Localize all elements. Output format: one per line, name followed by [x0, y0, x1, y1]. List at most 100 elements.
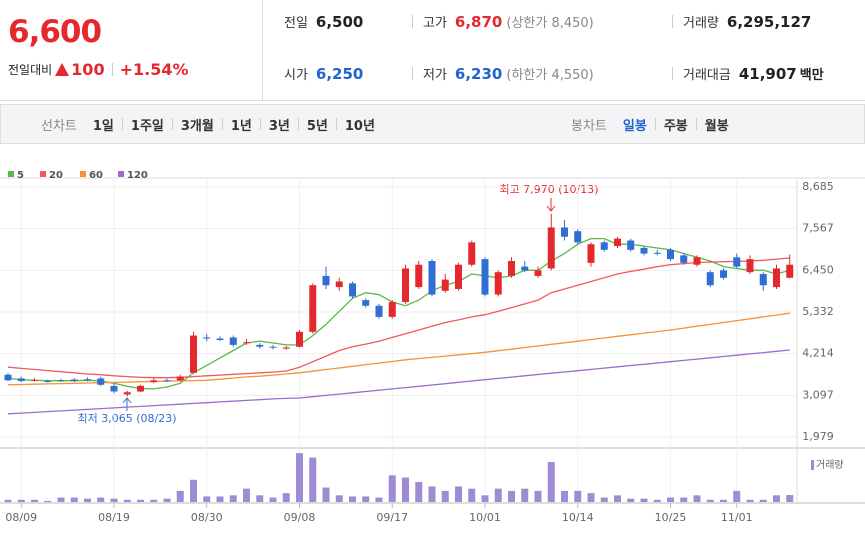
tab[interactable]: 10년: [344, 118, 375, 134]
volume-bar: [31, 499, 38, 502]
volume-bar: [680, 497, 688, 502]
x-tick-label: 09/08: [284, 511, 316, 524]
summary-label: 고가: [423, 16, 447, 31]
volume-bar: [773, 495, 780, 502]
candle-body: [309, 285, 317, 332]
candle-body: [746, 259, 754, 273]
volume-bar: [97, 497, 105, 502]
candle-body: [349, 283, 356, 297]
candle-body: [402, 268, 409, 303]
tab[interactable]: 1년: [230, 118, 252, 134]
candle-body: [296, 331, 303, 347]
up-icon: [55, 63, 70, 76]
tab[interactable]: 월봉: [704, 118, 729, 134]
candle-body: [123, 392, 131, 395]
candle-body: [17, 378, 25, 382]
tab[interactable]: 5년: [306, 118, 328, 134]
summary-cell: 거래대금 41,907 백만: [672, 64, 824, 83]
volume-label: 거래량: [816, 459, 844, 471]
volume-bar: [720, 499, 727, 502]
x-tick-label: 10/01: [469, 511, 501, 524]
y-tick-label: 6,450: [802, 263, 834, 276]
candle-body: [137, 385, 144, 392]
legend-swatch: [118, 171, 124, 177]
candle-body: [282, 347, 290, 349]
volume-bar: [508, 490, 515, 502]
candle-body: [70, 379, 78, 382]
candle-body: [441, 279, 449, 291]
y-tick-label: 3,097: [802, 388, 834, 401]
summary-unit: 백만: [799, 68, 824, 83]
volume-bar: [17, 499, 25, 502]
legend-swatch: [8, 171, 14, 177]
quote-header: 6,600 전일대비 100 +1.54% 전일 6,500 고가 6,870 (상한가…: [0, 0, 865, 101]
volume-bar: [123, 499, 131, 502]
candle-body: [97, 378, 105, 385]
summary-value: 6,295,127: [726, 13, 812, 31]
separator: [672, 15, 673, 28]
candle-body: [627, 240, 635, 250]
legend-label: 5: [17, 170, 24, 181]
x-tick-label: 10/25: [655, 511, 687, 524]
candle-body: [733, 257, 741, 267]
separator: [672, 67, 673, 80]
volume-bar: [375, 497, 383, 502]
candle-body: [256, 344, 264, 347]
summary-note: (상한가 8,450): [506, 16, 594, 31]
summary-value: 41,907: [738, 65, 797, 83]
candle-body: [84, 379, 91, 381]
tab[interactable]: 3년: [268, 118, 290, 134]
change-percent: +1.54%: [119, 60, 189, 79]
separator: [221, 118, 223, 130]
separator: [412, 15, 413, 28]
tab[interactable]: 일봉: [622, 118, 647, 134]
candle-body: [720, 270, 727, 278]
x-tick-label: 08/09: [5, 511, 37, 524]
volume-bar: [84, 498, 91, 502]
y-tick-label: 7,567: [802, 222, 834, 235]
volume-bar: [335, 495, 343, 502]
summary-label: 전일: [284, 16, 308, 31]
candle-body: [521, 266, 529, 271]
volume-bar: [547, 462, 555, 502]
summary-label: 시가: [284, 68, 308, 83]
candle-body: [243, 342, 250, 344]
tab[interactable]: 3개월: [180, 118, 214, 134]
tab-group: 선차트 1일 1주일 3개월 1년 3년 5년 10년: [41, 105, 375, 143]
volume-bar: [759, 499, 767, 502]
volume-bar: [653, 499, 661, 502]
volume-bar: [746, 499, 754, 502]
candle-body: [600, 242, 608, 250]
candle-body: [455, 264, 462, 289]
volume-bar: [282, 493, 290, 502]
candle-body: [574, 231, 582, 243]
candle-body: [773, 268, 780, 288]
tab[interactable]: 1주일: [130, 118, 164, 134]
volume-bar: [428, 486, 436, 502]
volume-bar: [388, 475, 396, 502]
volume-bar: [243, 488, 250, 502]
volume-bar: [256, 495, 264, 502]
volume-bar: [163, 498, 171, 502]
separator: [695, 118, 697, 130]
y-tick-label: 8,685: [802, 180, 834, 193]
candle-body: [481, 259, 489, 295]
candle-body: [680, 255, 688, 263]
candle-body: [216, 338, 224, 341]
volume-bar: [574, 490, 582, 502]
volume-bar: [706, 499, 714, 502]
volume-bar: [587, 493, 595, 502]
volume-bar: [667, 497, 674, 502]
tab[interactable]: 주봉: [663, 118, 688, 134]
volume-bar: [349, 496, 356, 502]
candle-body: [31, 379, 38, 381]
candle-body: [322, 275, 330, 286]
tab[interactable]: 1일: [92, 118, 114, 134]
legend-label: 60: [89, 170, 103, 181]
moving-average-line: [7, 312, 790, 386]
separator: [171, 118, 173, 130]
candle-body: [667, 249, 674, 260]
legend-swatch: [80, 171, 86, 177]
volume-bar: [640, 498, 648, 502]
candle-body: [508, 261, 515, 276]
